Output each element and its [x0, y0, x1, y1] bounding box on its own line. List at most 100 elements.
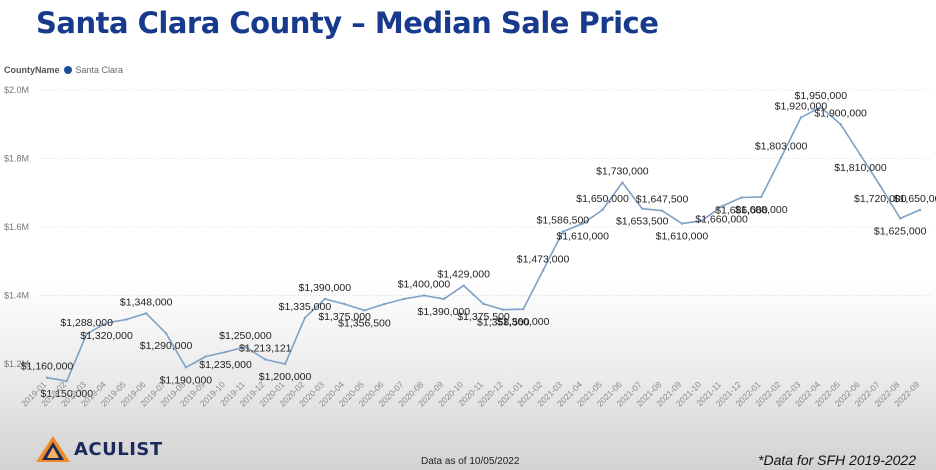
data-point — [145, 312, 148, 315]
data-label: $1,290,000 — [140, 340, 193, 352]
data-point — [482, 302, 485, 306]
data-label: $1,400,000 — [398, 279, 451, 291]
data-label: $1,803,000 — [755, 140, 808, 152]
data-label: $1,647,500 — [636, 194, 689, 206]
data-point — [264, 358, 267, 361]
data-point — [502, 308, 505, 311]
y-tick-label: $1.6M — [4, 222, 29, 232]
data-point — [819, 105, 822, 109]
data-as-of-note: Data as of 10/05/2022 — [421, 456, 520, 467]
data-label: $1,473,000 — [517, 253, 570, 265]
page-title: Santa Clara County – Median Sale Price — [36, 6, 659, 40]
data-point — [383, 302, 386, 306]
data-point — [641, 207, 644, 210]
data-point — [244, 345, 247, 349]
data-point — [462, 284, 465, 287]
data-label: $1,190,000 — [160, 374, 213, 386]
legend-field-label: CountyName — [4, 65, 60, 75]
data-label: $1,213,121 — [239, 343, 292, 355]
data-point — [601, 208, 604, 212]
data-label: $1,348,000 — [120, 296, 173, 308]
data-point — [363, 309, 366, 312]
data-point — [779, 156, 783, 159]
data-footnote: *Data for SFH 2019-2022 — [758, 452, 916, 468]
y-tick-label: $1.2M — [4, 359, 29, 369]
data-point — [125, 318, 128, 321]
data-point — [204, 355, 207, 358]
data-label: $1,625,000 — [874, 225, 927, 237]
legend-series-dot-icon — [63, 66, 72, 74]
data-label: $1,586,500 — [537, 215, 590, 227]
data-point — [621, 181, 624, 184]
data-point — [422, 294, 426, 297]
data-label: $1,688,000 — [735, 204, 788, 216]
data-label: $1,610,000 — [656, 231, 709, 243]
data-point — [85, 332, 88, 336]
data-label: $1,390,000 — [298, 282, 351, 294]
chart-legend: CountyName Santa Clara — [4, 65, 123, 75]
data-point — [402, 297, 406, 301]
data-point — [521, 308, 525, 311]
data-label: $1,610,000 — [556, 231, 609, 243]
data-label: $1,730,000 — [596, 165, 649, 177]
data-label: $1,235,000 — [199, 359, 252, 371]
data-point — [799, 116, 803, 119]
data-point — [700, 219, 703, 223]
data-label: $1,660,000 — [695, 213, 748, 225]
aculist-logo-icon — [36, 436, 70, 462]
data-label: $1,650,000 — [894, 193, 936, 205]
data-label: $1,920,000 — [775, 100, 828, 112]
data-label: $1,950,000 — [795, 90, 848, 102]
data-point — [859, 153, 862, 157]
y-tick-label: $1.4M — [4, 291, 29, 301]
data-label: $1,320,000 — [80, 330, 133, 342]
data-point — [541, 269, 545, 272]
data-point — [898, 217, 902, 220]
data-point — [442, 297, 446, 301]
data-label: $1,160,000 — [21, 361, 74, 373]
y-tick-label: $2.0M — [4, 85, 29, 95]
logo-text: ACULIST — [74, 438, 163, 460]
data-label: $1,360,000 — [497, 316, 550, 328]
data-label: $1,686,000 — [715, 205, 768, 217]
data-point — [760, 195, 763, 199]
data-label: $1,653,500 — [616, 216, 669, 228]
data-label: $1,720,000 — [854, 193, 907, 205]
data-point — [740, 196, 743, 199]
data-label: $1,358,500 — [477, 317, 530, 329]
data-point — [323, 297, 326, 301]
aculist-logo: ACULIST — [36, 436, 163, 462]
data-label: $1,250,000 — [219, 330, 272, 342]
data-point — [680, 222, 684, 225]
data-point — [879, 184, 882, 188]
data-label: $1,200,000 — [259, 371, 312, 383]
data-point — [283, 362, 287, 366]
data-point — [164, 331, 168, 335]
line-chart: $1.2M $1.4M $1.6M $1.8M $2.0M $1,160,000 $1,15… — [4, 85, 936, 408]
data-label: $1,335,000 — [279, 301, 332, 313]
data-point — [224, 350, 227, 354]
y-tick-label: $1.8M — [4, 154, 29, 164]
data-label: $1,810,000 — [834, 162, 887, 174]
data-point — [918, 208, 922, 212]
data-label: $1,429,000 — [437, 269, 490, 281]
data-point — [343, 302, 346, 306]
data-label: $1,375,500 — [457, 311, 510, 323]
data-point — [660, 209, 664, 212]
data-point — [561, 230, 565, 233]
data-point — [839, 123, 842, 126]
data-label: $1,900,000 — [814, 107, 867, 119]
data-label: $1,375,000 — [318, 311, 371, 323]
data-point — [581, 222, 584, 225]
data-label: $1,356,500 — [338, 317, 391, 329]
data-label: $1,150,000 — [41, 388, 94, 400]
data-point — [45, 376, 49, 379]
data-point — [720, 205, 723, 208]
legend-series-name: Santa Clara — [75, 65, 124, 75]
data-point — [303, 316, 307, 319]
data-label: $1,288,000 — [60, 317, 113, 329]
data-point — [65, 379, 69, 383]
data-label: $1,390,000 — [418, 306, 471, 318]
data-point — [105, 321, 108, 325]
data-label: $1,650,000 — [576, 193, 629, 205]
